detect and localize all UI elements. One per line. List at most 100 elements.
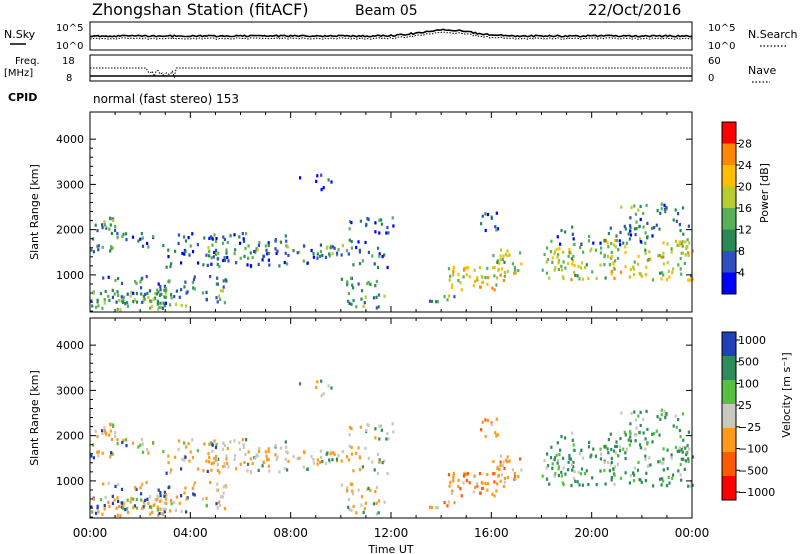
velocity-cell	[146, 497, 149, 501]
velocity-cell	[247, 462, 250, 466]
power-cell	[147, 245, 150, 249]
velocity-cell	[223, 507, 226, 511]
velocity-cell	[156, 494, 159, 498]
velocity-cell	[452, 473, 455, 477]
velocity-cell	[151, 510, 154, 514]
velocity-cell	[588, 440, 591, 444]
velocity-cell	[500, 473, 503, 477]
power-cell	[499, 273, 502, 277]
velocity-cell	[192, 492, 195, 496]
power-cell	[443, 295, 446, 299]
power-cell	[687, 251, 690, 255]
velocity-cell	[146, 447, 149, 452]
velocity-cell	[355, 451, 358, 456]
power-cell	[642, 225, 645, 229]
velocity-cell	[345, 455, 349, 459]
power-cell	[116, 290, 119, 294]
power-cell	[141, 300, 144, 304]
velocity-cell	[327, 384, 330, 388]
velocity-cell	[457, 478, 460, 482]
velocity-cell	[688, 447, 691, 451]
power-cell	[148, 289, 152, 293]
power-cell	[587, 276, 590, 281]
power-cell	[102, 276, 105, 280]
velocity-cell	[498, 467, 501, 471]
power-cell	[247, 256, 250, 260]
power-cell	[233, 252, 236, 256]
velocity-cell	[490, 422, 493, 426]
power-cell	[639, 237, 642, 241]
power-cell	[660, 277, 663, 281]
power-cell	[648, 250, 651, 254]
station-title: Zhongshan Station (fitACF)	[92, 0, 309, 19]
velocity-cell	[122, 504, 125, 508]
velocity-cell	[241, 438, 244, 442]
velocity-cell	[377, 511, 380, 515]
velocity-cell	[299, 382, 302, 386]
power-cell	[623, 224, 626, 228]
velocity-cell	[177, 439, 181, 443]
velocity-cell	[568, 456, 571, 461]
power-cell	[150, 300, 153, 304]
velocity-cell	[355, 511, 358, 515]
power-cell	[346, 280, 349, 284]
power-cell	[452, 273, 455, 277]
velocity-cell	[443, 501, 446, 505]
velocity-cell	[670, 453, 673, 457]
velocity-cell	[589, 455, 592, 459]
power-cell	[644, 231, 647, 235]
velocity-cell	[223, 464, 226, 468]
power-cell	[350, 221, 353, 225]
y-tick-label: 4000	[56, 133, 84, 146]
velocity-cell	[126, 510, 130, 514]
power-cell	[331, 252, 334, 256]
power-cell	[348, 219, 352, 224]
power-cell	[235, 261, 238, 265]
velocity-cell	[247, 450, 250, 454]
noise-right-tick-bottom: 10^0	[708, 41, 735, 52]
velocity-cell	[147, 451, 150, 455]
power-cell	[638, 271, 641, 276]
velocity-cell	[473, 474, 476, 478]
power-cell	[376, 246, 380, 250]
power-cell	[481, 275, 484, 279]
power-cell	[367, 217, 370, 222]
power-cell	[513, 265, 516, 270]
power-cell	[287, 253, 290, 257]
velocity-cell	[239, 447, 242, 451]
velocity-cell	[114, 484, 117, 488]
power-cell	[191, 250, 195, 254]
velocity-cell	[435, 506, 438, 510]
velocity-cell	[383, 459, 386, 463]
velocity-cell	[662, 457, 665, 461]
velocity-cell	[620, 411, 623, 415]
velocity-cell	[226, 446, 229, 451]
power-cell	[101, 245, 104, 249]
velocity-cell	[109, 455, 112, 459]
velocity-cell	[131, 441, 135, 445]
velocity-cell	[618, 445, 621, 449]
power-cell	[208, 236, 211, 240]
velocity-cell	[90, 454, 93, 458]
power-cell	[285, 244, 288, 248]
power-cell	[551, 256, 554, 260]
power-cell	[642, 211, 645, 216]
velocity-cell	[504, 458, 508, 462]
date-label: 22/Oct/2016	[588, 1, 681, 19]
power-cell	[558, 247, 561, 251]
velocity-cell	[107, 500, 110, 504]
power-cell	[462, 275, 465, 279]
power-cell	[497, 268, 500, 272]
y-tick-label: 2000	[56, 430, 84, 443]
power-cell	[385, 231, 388, 235]
velocity-cell	[165, 471, 168, 475]
velocity-cell	[141, 442, 144, 446]
velocity-cell	[148, 495, 152, 499]
power-cell	[108, 298, 111, 302]
power-cell	[380, 218, 383, 222]
power-cell	[659, 211, 662, 215]
power-cell	[173, 295, 176, 299]
velocity-cell	[646, 464, 649, 468]
velocity-cell	[362, 510, 365, 514]
power-cell	[94, 223, 97, 227]
